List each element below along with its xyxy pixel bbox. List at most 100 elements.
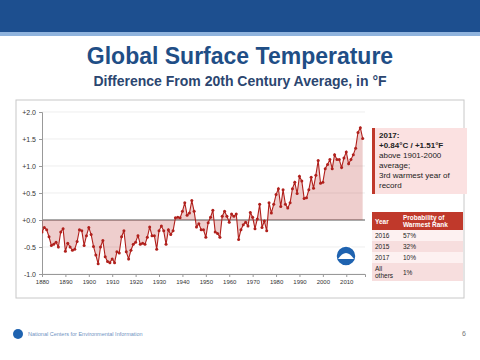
point xyxy=(324,167,327,170)
y-tick-mark xyxy=(39,166,42,167)
point xyxy=(317,159,320,162)
point xyxy=(286,207,289,210)
point xyxy=(244,221,247,224)
point xyxy=(237,238,240,241)
table-cell: 2016 xyxy=(372,230,400,241)
point xyxy=(136,234,139,237)
x-tick-mark xyxy=(136,274,137,277)
logo xyxy=(336,246,356,266)
point xyxy=(202,228,205,231)
point xyxy=(204,236,207,239)
point xyxy=(90,233,93,236)
page-number: 6 xyxy=(462,330,466,337)
point xyxy=(228,221,231,224)
point xyxy=(122,229,125,232)
point xyxy=(321,181,324,184)
x-tick-mark xyxy=(299,274,300,277)
point xyxy=(113,261,116,264)
callout: 2017:+0.84°C / +1.51°Fabove 1901-2000 av… xyxy=(372,128,467,194)
y-tick-mark xyxy=(39,274,42,275)
point xyxy=(277,187,280,190)
point xyxy=(249,211,252,214)
x-axis-line xyxy=(43,275,366,278)
point xyxy=(64,250,67,253)
point xyxy=(92,245,95,248)
point xyxy=(291,187,294,190)
point xyxy=(284,203,287,206)
point xyxy=(80,229,83,232)
x-tick: 1900 xyxy=(83,274,97,285)
x-tick-label: 2010 xyxy=(340,279,354,285)
x-tick-label: 1900 xyxy=(83,279,97,285)
y-tick: -0.5 xyxy=(24,244,42,251)
x-tick-label: 1890 xyxy=(59,279,73,285)
point xyxy=(87,226,90,229)
y-tick-mark xyxy=(39,193,42,194)
point xyxy=(307,188,310,191)
point xyxy=(349,158,352,161)
point xyxy=(272,203,275,206)
point xyxy=(172,229,175,232)
title: Global Surface Temperature xyxy=(87,43,393,69)
x-tick-mark xyxy=(65,274,66,277)
point xyxy=(43,226,46,229)
point xyxy=(69,246,72,249)
point xyxy=(361,137,364,140)
point xyxy=(347,162,350,165)
x-tick-label: 2000 xyxy=(317,279,331,285)
point xyxy=(218,236,221,239)
table-header: YearProbability of Warmest Rank xyxy=(372,212,463,230)
point xyxy=(127,257,130,260)
x-tick: 1890 xyxy=(59,274,73,285)
top-band-edge xyxy=(0,32,480,36)
series-area xyxy=(42,128,363,264)
point xyxy=(251,216,254,219)
point xyxy=(94,254,97,257)
subtitle: Difference From 20th Century Average, in… xyxy=(93,73,387,89)
callout-line: 2017: xyxy=(379,131,463,141)
point xyxy=(76,240,79,243)
point xyxy=(216,232,219,235)
point xyxy=(258,203,261,206)
y-tick-label: -1.0 xyxy=(24,271,36,278)
point xyxy=(66,242,69,245)
x-tick: 1880 xyxy=(36,274,50,285)
x-tick-mark xyxy=(346,274,347,277)
point xyxy=(193,210,196,213)
x-tick-label: 1920 xyxy=(129,279,143,285)
x-tick-label: 1880 xyxy=(36,279,50,285)
footer-text: National Centers for Environmental Infor… xyxy=(28,331,143,337)
point xyxy=(120,235,123,238)
grid-line xyxy=(42,112,365,113)
x-tick: 1990 xyxy=(293,274,307,285)
point xyxy=(155,248,158,251)
point xyxy=(158,229,161,232)
point xyxy=(328,158,331,161)
y-tick-label: -0.5 xyxy=(24,244,36,251)
point xyxy=(99,246,102,249)
x-tick: 2010 xyxy=(340,274,354,285)
y-tick-mark xyxy=(39,220,42,221)
x-tick: 1960 xyxy=(223,274,237,285)
table-cell: 1% xyxy=(400,263,463,281)
probability-table: YearProbability of Warmest Rank201657%20… xyxy=(372,212,463,281)
point xyxy=(300,180,303,183)
point xyxy=(270,211,273,214)
point xyxy=(275,193,278,196)
grid-line xyxy=(42,247,365,248)
x-tick-label: 1950 xyxy=(200,279,214,285)
point xyxy=(225,215,228,218)
point xyxy=(108,261,111,264)
x-tick-label: 1930 xyxy=(153,279,167,285)
point xyxy=(342,156,345,159)
grid-line xyxy=(42,166,365,167)
point xyxy=(83,244,86,247)
point xyxy=(186,214,189,217)
header-cell: Year xyxy=(372,212,400,230)
footer-logo xyxy=(13,329,23,339)
point xyxy=(235,213,238,216)
table-row: 201710% xyxy=(372,252,463,263)
point xyxy=(338,158,341,161)
point xyxy=(104,255,107,258)
point xyxy=(111,257,114,260)
